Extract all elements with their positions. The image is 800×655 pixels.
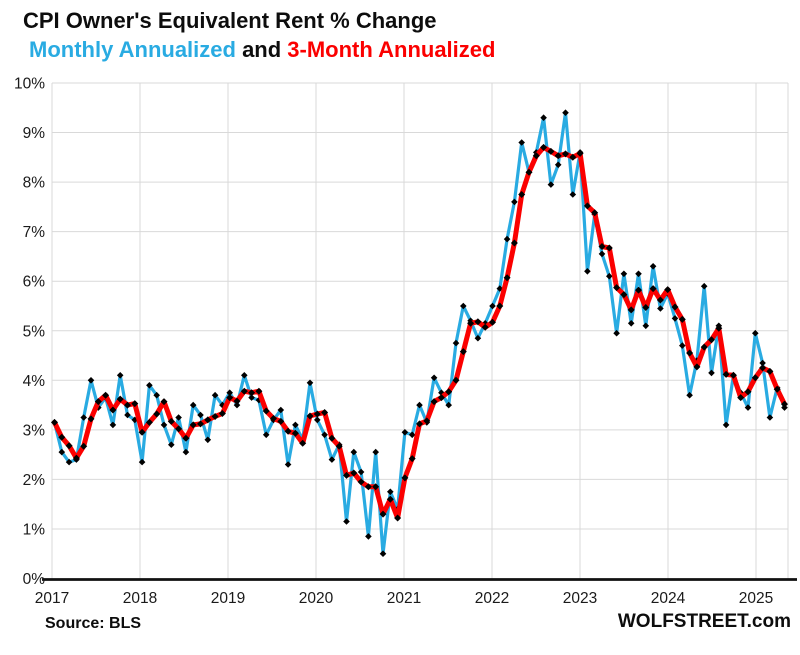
y-tick-label: 6%	[23, 274, 46, 291]
legend-monthly-annualized: Monthly Annualized	[29, 37, 236, 62]
x-tick-label: 2021	[387, 590, 421, 607]
wolfstreet-watermark: WOLFSTREET.com	[617, 611, 791, 632]
y-tick-label: 9%	[23, 125, 46, 142]
x-tick-label: 2024	[651, 590, 686, 607]
chart-title: CPI Owner's Equivalent Rent % Change	[23, 8, 437, 33]
source-label: Source: BLS	[45, 615, 142, 632]
three-month-annualized-line	[52, 144, 787, 521]
legend-three-month-annualized: 3-Month Annualized	[287, 37, 496, 62]
x-tick-label: 2023	[563, 590, 597, 607]
x-tick-label: 2020	[299, 590, 334, 607]
y-tick-label: 5%	[23, 323, 46, 340]
y-tick-label: 2%	[23, 472, 46, 489]
x-tick-label: 2018	[123, 590, 157, 607]
monthly-annualized-line	[52, 111, 787, 556]
x-tick-label: 2025	[739, 590, 773, 607]
y-tick-label: 4%	[23, 373, 46, 390]
y-tick-label: 7%	[23, 224, 46, 241]
y-tick-label: 0%	[23, 571, 46, 588]
x-tick-label: 2022	[475, 590, 509, 607]
y-tick-label: 8%	[23, 175, 46, 192]
y-tick-label: 3%	[23, 422, 46, 439]
x-tick-label: 2017	[35, 590, 69, 607]
x-tick-label: 2019	[211, 590, 245, 607]
monthly-diamond-markers	[51, 109, 788, 558]
subtitle-connector: and	[235, 37, 288, 62]
y-tick-label: 10%	[14, 76, 45, 93]
y-tick-label: 1%	[23, 521, 46, 538]
chart-subtitle: Monthly Annualized and 3-Month Annualize…	[29, 37, 495, 63]
